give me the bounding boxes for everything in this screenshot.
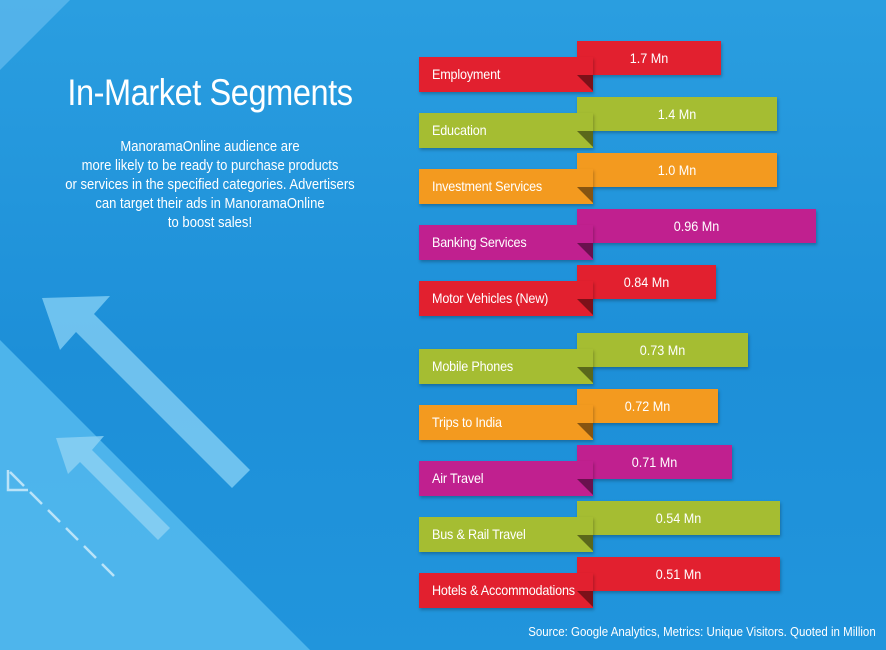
ribbon-fold bbox=[577, 479, 593, 495]
source-note: Source: Google Analytics, Metrics: Uniqu… bbox=[528, 625, 876, 639]
value-bar bbox=[577, 265, 716, 299]
value-bar bbox=[577, 557, 780, 591]
arrow-up-left-small-icon bbox=[56, 436, 170, 540]
value-label: 0.71 Mn bbox=[631, 454, 678, 470]
value-label: 0.72 Mn bbox=[624, 398, 671, 414]
category-label-box bbox=[419, 57, 593, 92]
segment-row: 1.4 Mn Education bbox=[0, 97, 886, 153]
category-label: Investment Services bbox=[432, 178, 543, 194]
ribbon-fold bbox=[577, 75, 593, 91]
ribbon-fold bbox=[577, 367, 593, 383]
category-label-box bbox=[419, 281, 593, 316]
category-label: Hotels & Accommodations bbox=[432, 582, 575, 598]
segment-row: 0.51 Mn Hotels & Accommodations bbox=[0, 557, 886, 613]
segment-row: 1.7 Mn Employment bbox=[0, 41, 886, 97]
ribbon-fold bbox=[577, 187, 593, 203]
description: ManoramaOnline audience are more likely … bbox=[39, 138, 381, 233]
value-label: 0.54 Mn bbox=[655, 510, 702, 526]
ribbon-fold bbox=[577, 591, 593, 607]
category-label: Air Travel bbox=[432, 470, 484, 486]
ribbon-fold bbox=[577, 131, 593, 147]
description-line: can target their ads in ManoramaOnline bbox=[95, 196, 325, 212]
category-label: Education bbox=[432, 122, 487, 138]
ribbon-fold bbox=[577, 243, 593, 259]
category-label: Bus & Rail Travel bbox=[432, 526, 526, 542]
category-label-box bbox=[419, 349, 593, 384]
value-label: 1.4 Mn bbox=[657, 106, 697, 122]
segment-row: 0.54 Mn Bus & Rail Travel bbox=[0, 501, 886, 557]
category-label: Employment bbox=[432, 66, 501, 82]
dashed-arrow-icon bbox=[6, 470, 115, 577]
page-title: In-Market Segments bbox=[67, 72, 353, 113]
segment-row: 0.84 Mn Motor Vehicles (New) bbox=[0, 265, 886, 321]
value-bar bbox=[577, 333, 748, 367]
category-label-box bbox=[419, 169, 593, 204]
segment-row: 0.96 Mn Banking Services bbox=[0, 209, 886, 265]
category-label-box bbox=[419, 573, 593, 608]
description-line: more likely to be ready to purchase prod… bbox=[81, 158, 339, 174]
category-label-box bbox=[419, 225, 593, 260]
category-label-box bbox=[419, 405, 593, 440]
value-bar bbox=[577, 445, 732, 479]
category-label: Banking Services bbox=[432, 234, 527, 250]
value-label: 1.7 Mn bbox=[629, 50, 669, 66]
lower-left-panel-decoration bbox=[0, 340, 310, 650]
arrow-up-left-icon bbox=[42, 296, 250, 488]
value-bar bbox=[577, 41, 721, 75]
category-label-box bbox=[419, 113, 593, 148]
category-label: Mobile Phones bbox=[432, 358, 514, 374]
category-label: Motor Vehicles (New) bbox=[432, 290, 549, 306]
value-bar bbox=[577, 209, 816, 243]
value-label: 0.96 Mn bbox=[673, 218, 720, 234]
corner-triangle-decoration bbox=[0, 0, 70, 70]
category-label-box bbox=[419, 461, 593, 496]
description-line: to boost sales! bbox=[167, 215, 253, 231]
value-label: 0.51 Mn bbox=[655, 566, 702, 582]
category-label: Trips to India bbox=[432, 414, 502, 430]
segment-row: 0.71 Mn Air Travel bbox=[0, 445, 886, 501]
description-line: ManoramaOnline audience are bbox=[120, 139, 300, 155]
value-label: 0.84 Mn bbox=[623, 274, 670, 290]
ribbon-fold bbox=[577, 299, 593, 315]
segment-row: 0.72 Mn Trips to India bbox=[0, 389, 886, 445]
value-bar bbox=[577, 97, 777, 131]
value-bar bbox=[577, 501, 780, 535]
value-label: 1.0 Mn bbox=[657, 162, 697, 178]
ribbon-fold bbox=[577, 535, 593, 551]
ribbon-fold bbox=[577, 423, 593, 439]
description-line: or services in the specified categories.… bbox=[65, 177, 355, 193]
segment-row: 1.0 Mn Investment Services bbox=[0, 153, 886, 209]
value-bar bbox=[577, 153, 777, 187]
value-bar bbox=[577, 389, 718, 423]
category-label-box bbox=[419, 517, 593, 552]
value-label: 0.73 Mn bbox=[639, 342, 686, 358]
segment-row: 0.73 Mn Mobile Phones bbox=[0, 333, 886, 389]
